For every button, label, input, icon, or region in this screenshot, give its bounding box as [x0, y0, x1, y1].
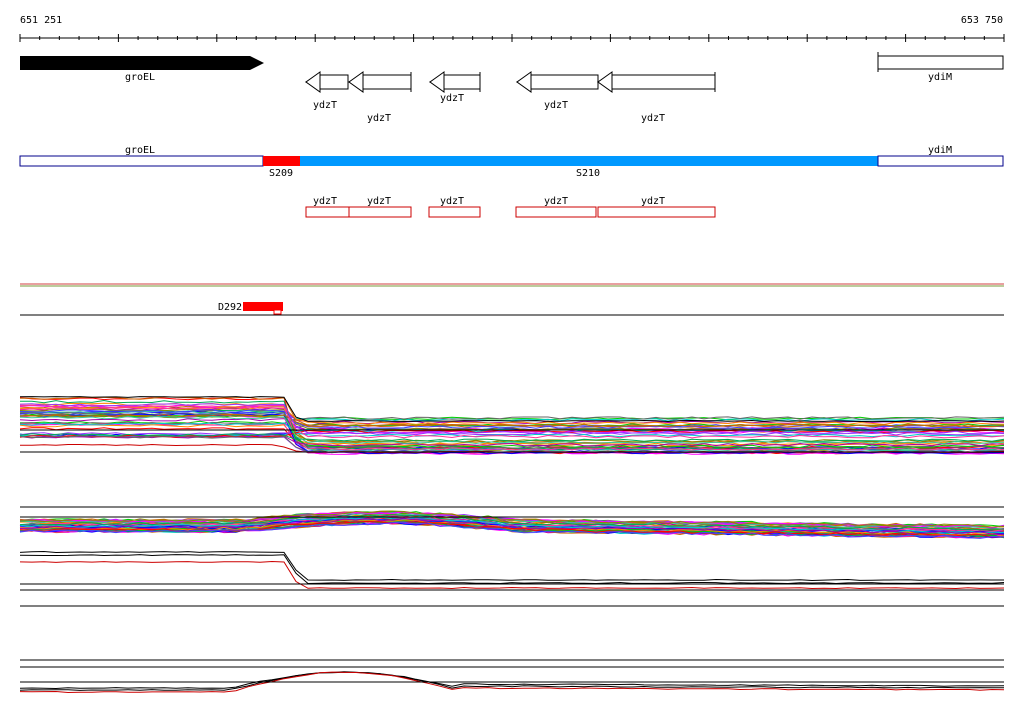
- expression-trace: [19, 403, 1005, 435]
- expression-trace: [19, 671, 1005, 690]
- expression-trace: [19, 671, 1005, 694]
- ruler-start-label: 651 251: [20, 15, 62, 26]
- ydzT-reverse-arrow-1-head: [305, 71, 321, 93]
- expression-panel-2: [19, 506, 1005, 539]
- ydzT-reverse-arrow-5: [596, 74, 716, 90]
- transcript-label-2: ydzT: [367, 196, 391, 207]
- expression-trace: [19, 560, 1005, 590]
- expression-trace: [19, 671, 1004, 691]
- expression-trace: [19, 433, 1005, 442]
- segment-s210-label: S210: [576, 168, 600, 179]
- ydzT-gene-label-3: ydzT: [440, 93, 464, 104]
- ruler-end-label: 653 750: [961, 15, 1003, 26]
- transcript-label-4: ydzT: [544, 196, 568, 207]
- expression-trace: [19, 554, 1005, 585]
- expression-trace: [19, 514, 1005, 531]
- transcript-box-4: [515, 206, 597, 218]
- segment-s209: [263, 156, 300, 166]
- ydim-gene-label: ydiM: [928, 72, 952, 83]
- expression-trace: [19, 517, 1005, 536]
- expression-trace: [20, 413, 1005, 428]
- segment-s209-label: S209: [269, 168, 293, 179]
- ydzT-gene-label-2: ydzT: [367, 113, 391, 124]
- marker-d292-notch: [273, 309, 282, 315]
- ydzT-reverse-arrow-4-head: [516, 71, 532, 93]
- expression-trace: [19, 409, 1005, 430]
- segment-groel-label: groEL: [125, 145, 155, 156]
- segment-ydim-label: ydiM: [928, 145, 952, 156]
- expression-panel-1: [19, 396, 1005, 455]
- gene-annotation-track: groEL ydzT ydzT ydzT ydzT ydzT ydiM: [20, 52, 1004, 124]
- ydzT-reverse-arrow-5-head: [597, 71, 613, 93]
- ydzT-gene-label-5: ydzT: [641, 113, 665, 124]
- transcript-label-3: ydzT: [440, 196, 464, 207]
- expression-trace: [19, 408, 1005, 431]
- expression-trace: [19, 416, 1005, 425]
- expression-trace: [19, 432, 1005, 436]
- ydzT-reverse-arrow-2-head: [348, 71, 364, 93]
- transcript-box-2: [348, 206, 412, 218]
- expression-trace: [19, 510, 1005, 528]
- groel-gene-label: groEL: [125, 72, 155, 83]
- marker-d292-box: [243, 302, 283, 311]
- marker-track: D292: [20, 302, 1004, 316]
- expression-trace: [19, 435, 1005, 447]
- expression-trace: [19, 550, 1004, 582]
- expression-trace: [19, 415, 1005, 445]
- expression-trace: [19, 411, 1005, 449]
- segment-ydim: [877, 155, 1004, 167]
- expression-panel-4: [19, 659, 1005, 694]
- expression-trace: [19, 406, 1005, 439]
- transcript-track: ydzT ydzT ydzT ydzT ydzT: [305, 196, 716, 218]
- transcript-box-5: [597, 206, 716, 218]
- transcript-box-3: [428, 206, 481, 218]
- expression-trace: [19, 413, 1005, 455]
- expression-trace: [19, 521, 1005, 538]
- ydzT-gene-label-4: ydzT: [544, 100, 568, 111]
- ydim-gene-box: [877, 55, 1004, 70]
- expression-trace: [19, 396, 1005, 423]
- expression-trace: [19, 521, 1005, 539]
- segment-s210: [300, 156, 878, 166]
- marker-d292-label: D292: [218, 302, 242, 313]
- groel-forward-arrow: [20, 56, 264, 70]
- segment-track: groEL ydiM S209 S210: [19, 145, 1004, 179]
- segment-groel: [19, 155, 264, 167]
- ydzT-reverse-arrow-3-head: [429, 71, 445, 93]
- ruler-ticks: [19, 34, 1005, 42]
- ydzT-gene-label-1: ydzT: [313, 100, 337, 111]
- transcript-label-5: ydzT: [641, 196, 665, 207]
- transcript-box-1: [305, 206, 350, 218]
- coordinate-ruler: 651 251 653 750: [19, 15, 1005, 42]
- transcript-label-1: ydzT: [313, 196, 337, 207]
- expression-panel-3: [19, 550, 1005, 607]
